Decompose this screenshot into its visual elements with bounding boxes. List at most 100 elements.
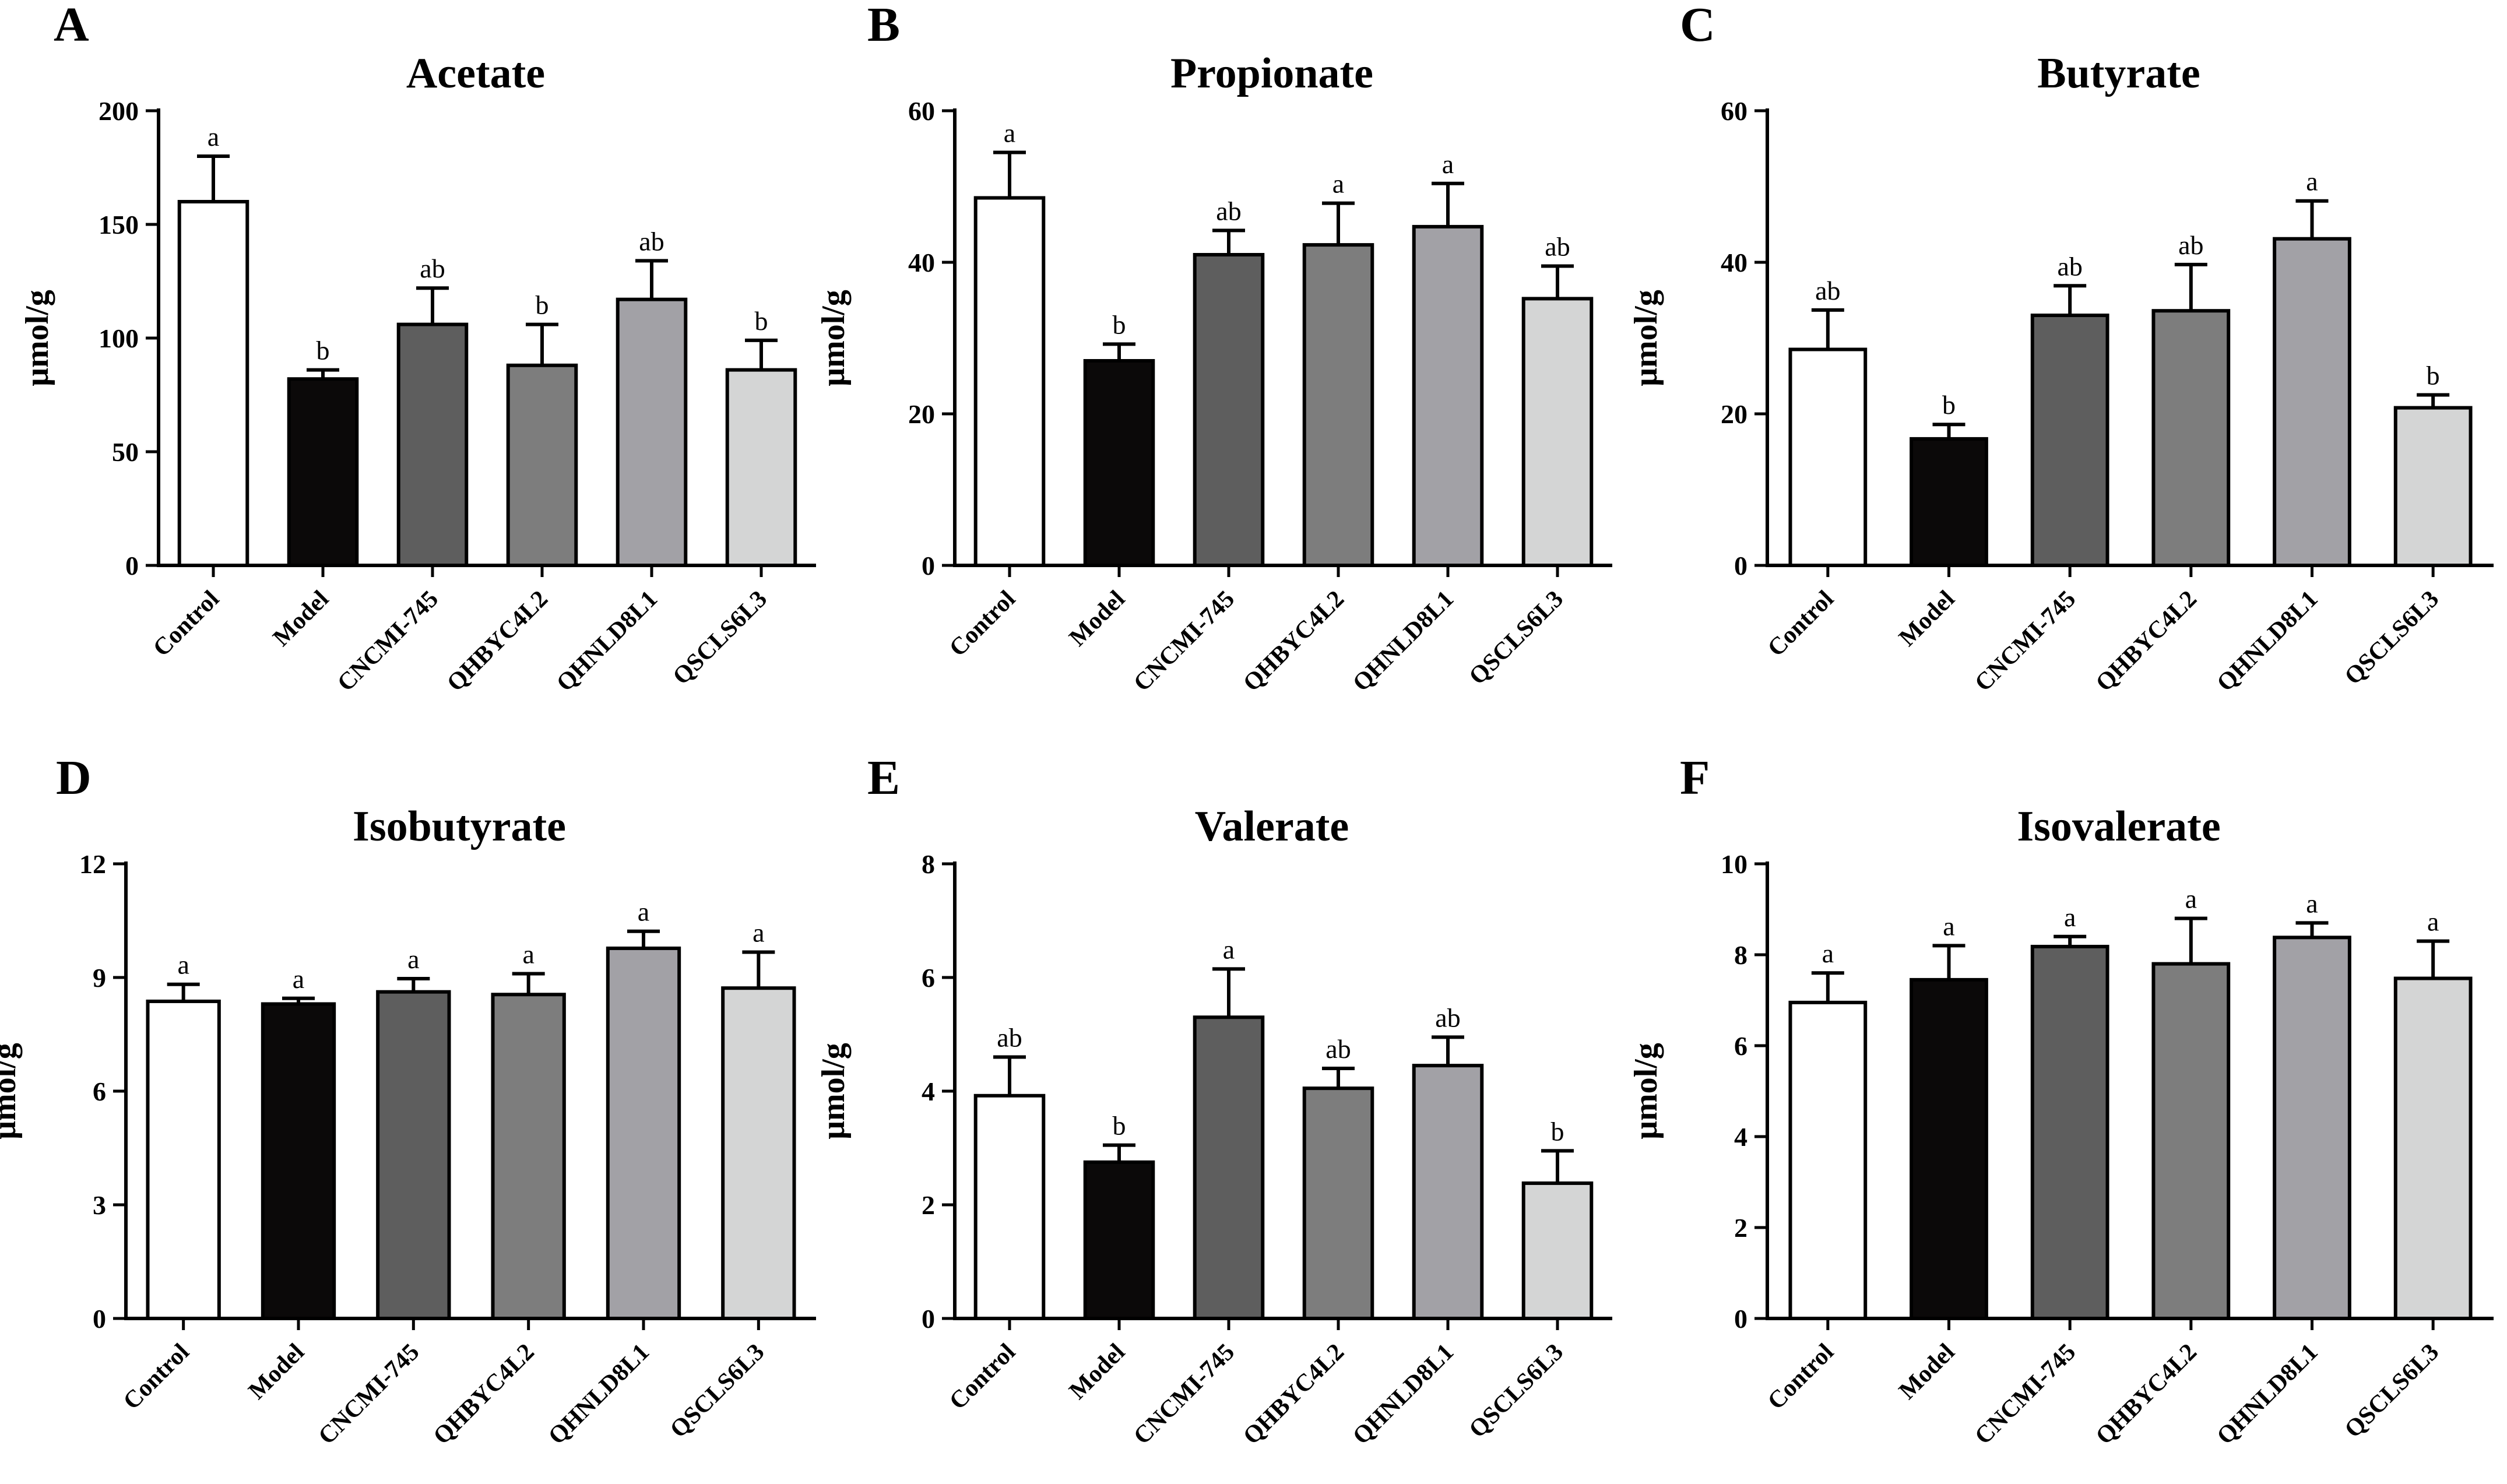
chart-title: Isobutyrate xyxy=(353,803,566,850)
bar xyxy=(973,196,1046,567)
axes xyxy=(1766,861,2494,1320)
y-tick-label: 0 xyxy=(922,1304,935,1334)
bar xyxy=(1412,224,1484,567)
y-axis-label: μmol/g xyxy=(1628,1043,1664,1140)
chart-panel-b: B Propionate μmol/g 0 20 40 60 a Control b Model ab… xyxy=(815,0,1612,697)
y-tick-label: 150 xyxy=(99,210,139,240)
y-tick-label: 0 xyxy=(922,551,935,581)
significance-label: b xyxy=(2427,361,2440,391)
bar xyxy=(506,363,578,567)
significance-label: a xyxy=(293,964,304,994)
bar xyxy=(616,297,688,567)
significance-label: a xyxy=(2306,167,2318,196)
x-tick-label: QSCLS6L3 xyxy=(2340,1339,2444,1443)
significance-label: a xyxy=(1332,169,1344,199)
significance-label: a xyxy=(522,940,534,969)
significance-label: b xyxy=(1113,1111,1126,1141)
chart-title: Acetate xyxy=(406,50,545,97)
significance-label: b xyxy=(1551,1116,1564,1146)
x-tick-label: Control xyxy=(1763,586,1839,662)
y-tick-label: 4 xyxy=(922,1077,935,1106)
x-tick-label: Model xyxy=(1894,1339,1960,1405)
x-tick-label: QHBYC4L2 xyxy=(2091,586,2202,697)
bar xyxy=(2393,976,2473,1321)
x-tick-label: CNCMI-745 xyxy=(332,586,444,697)
y-tick-label: 8 xyxy=(922,849,935,879)
x-tick-label: Control xyxy=(944,586,1021,662)
significance-label: b xyxy=(1942,390,1956,420)
x-tick-label: QSCLS6L3 xyxy=(665,1339,769,1443)
y-tick-label: 100 xyxy=(99,323,139,353)
x-tick-label: QHBYC4L2 xyxy=(1238,586,1349,697)
x-tick-label: Model xyxy=(268,586,334,652)
bar xyxy=(177,200,249,567)
y-tick-label: 12 xyxy=(79,849,106,879)
significance-label: a xyxy=(208,122,219,152)
y-tick-label: 0 xyxy=(125,551,139,581)
x-tick-label: CNCMI-745 xyxy=(1128,1339,1240,1450)
significance-label: ab xyxy=(1545,232,1570,262)
y-tick-label: 10 xyxy=(1721,849,1747,879)
x-tick-label: QSCLS6L3 xyxy=(1464,586,1569,690)
y-tick-label: 3 xyxy=(93,1190,106,1220)
bar xyxy=(287,377,359,567)
x-tick-label: CNCMI-745 xyxy=(1970,1339,2081,1450)
significance-label: ab xyxy=(1216,196,1241,226)
significance-label: ab xyxy=(2178,230,2203,260)
significance-label: ab xyxy=(997,1023,1022,1053)
axes xyxy=(124,861,816,1320)
bar xyxy=(1083,359,1155,567)
bar xyxy=(2151,962,2231,1320)
significance-label: ab xyxy=(1435,1003,1460,1032)
significance-label: a xyxy=(2064,902,2076,932)
significance-label: b xyxy=(1113,310,1126,339)
x-tick-label: QHBYC4L2 xyxy=(442,586,553,697)
chart-panel-d: D Isobutyrate μmol/g 0 3 6 9 12 a Control a Model a C… xyxy=(0,751,816,1450)
x-tick-label: Model xyxy=(1064,1339,1130,1405)
bar xyxy=(2273,237,2351,567)
x-tick-label: Model xyxy=(1064,586,1130,652)
panel-letter: E xyxy=(867,751,900,805)
chart-title: Butyrate xyxy=(2037,50,2200,97)
significance-label: a xyxy=(2306,888,2318,918)
x-tick-label: QHBYC4L2 xyxy=(2091,1339,2202,1450)
bar xyxy=(2151,309,2231,567)
y-tick-label: 2 xyxy=(922,1190,935,1220)
chart-title: Isovalerate xyxy=(2017,803,2220,850)
panel-letter: C xyxy=(1680,0,1715,52)
bar xyxy=(2030,944,2109,1320)
bar xyxy=(1788,1000,1868,1320)
x-tick-label: QHNLD8L1 xyxy=(543,1339,655,1450)
x-tick-label: CNCMI-745 xyxy=(1970,586,2081,697)
panel-letter: A xyxy=(54,0,89,52)
significance-label: ab xyxy=(2057,251,2082,281)
significance-label: a xyxy=(1004,118,1015,148)
significance-label: b xyxy=(536,290,549,320)
y-tick-label: 6 xyxy=(93,1077,106,1106)
x-tick-label: CNCMI-745 xyxy=(314,1339,425,1450)
y-tick-label: 60 xyxy=(1721,96,1747,126)
y-tick-label: 20 xyxy=(1721,399,1747,429)
x-tick-label: QHNLD8L1 xyxy=(1348,586,1459,697)
significance-label: ab xyxy=(639,226,664,256)
chart-panel-e: E Valerate μmol/g 0 2 4 6 8 ab Control b Model a CNCM… xyxy=(815,751,1612,1450)
significance-label: a xyxy=(1822,938,1834,968)
y-tick-label: 0 xyxy=(1734,1304,1747,1334)
axes xyxy=(953,861,1612,1320)
bar xyxy=(1910,977,1988,1320)
chart-title: Propionate xyxy=(1170,50,1373,97)
x-tick-label: Control xyxy=(944,1339,1021,1415)
bar xyxy=(1521,1181,1594,1320)
y-tick-label: 50 xyxy=(112,437,139,467)
y-tick-label: 6 xyxy=(922,963,935,993)
y-axis-label: μmol/g xyxy=(0,1043,23,1140)
chart-panel-c: CButyrateμmol/g0204060abControlbModelabC… xyxy=(1628,0,2494,697)
y-axis-label: μmol/g xyxy=(815,1043,852,1140)
y-tick-label: 9 xyxy=(93,963,106,993)
significance-label: a xyxy=(638,897,649,927)
axes xyxy=(953,108,1612,567)
bar xyxy=(396,322,469,567)
bar xyxy=(1193,1015,1265,1320)
x-tick-label: QHBYC4L2 xyxy=(1238,1339,1349,1450)
x-tick-label: Control xyxy=(1763,1339,1839,1415)
